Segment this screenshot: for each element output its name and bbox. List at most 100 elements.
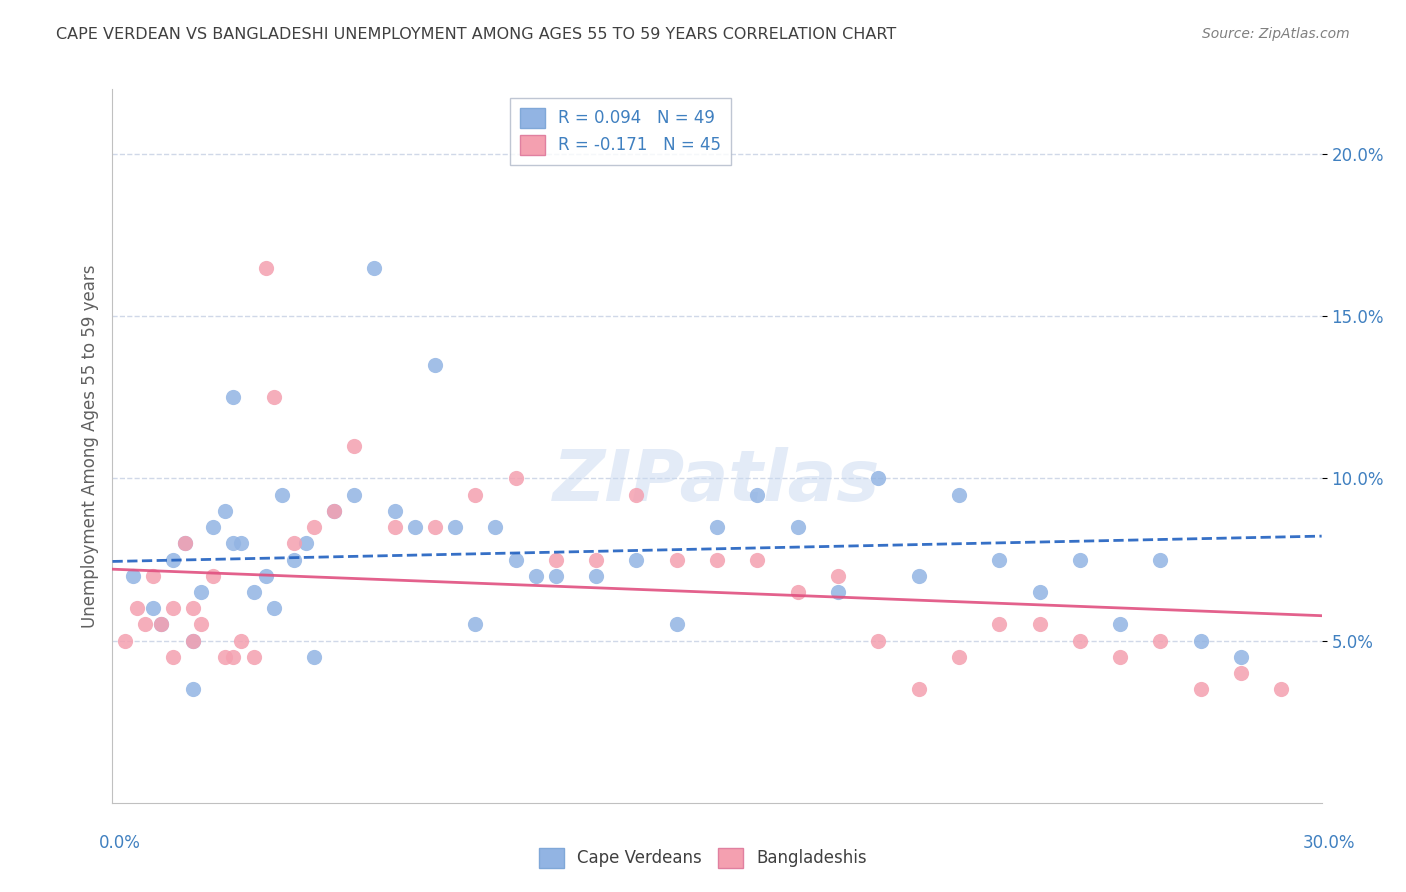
Point <box>585 568 607 582</box>
Point <box>404 520 426 534</box>
Point <box>121 568 143 582</box>
Point <box>254 568 277 582</box>
Point <box>142 601 165 615</box>
Point <box>283 552 305 566</box>
Point <box>907 682 929 697</box>
Point <box>585 552 607 566</box>
Point <box>222 649 245 664</box>
Point <box>786 585 808 599</box>
Point <box>214 649 236 664</box>
Point <box>1149 552 1171 566</box>
Point <box>283 536 305 550</box>
Point <box>222 536 245 550</box>
Point <box>747 552 769 566</box>
Point <box>988 552 1011 566</box>
Point <box>423 358 446 372</box>
Point <box>231 536 253 550</box>
Point <box>706 552 728 566</box>
Point <box>1230 649 1253 664</box>
Legend: Cape Verdeans, Bangladeshis: Cape Verdeans, Bangladeshis <box>531 841 875 875</box>
Point <box>323 504 346 518</box>
Point <box>263 390 285 404</box>
Point <box>626 552 648 566</box>
Point <box>384 520 406 534</box>
Point <box>1149 633 1171 648</box>
Point <box>1109 649 1132 664</box>
Point <box>1069 552 1091 566</box>
Point <box>484 520 506 534</box>
Point <box>323 504 346 518</box>
Point <box>544 552 567 566</box>
Point <box>162 601 184 615</box>
Point <box>162 552 184 566</box>
Point <box>134 617 156 632</box>
Point <box>190 617 212 632</box>
Point <box>786 520 808 534</box>
Point <box>665 617 688 632</box>
Point <box>505 471 527 485</box>
Point <box>1109 617 1132 632</box>
Point <box>302 649 325 664</box>
Point <box>444 520 467 534</box>
Point <box>665 552 688 566</box>
Point <box>202 568 225 582</box>
Point <box>1028 585 1050 599</box>
Point <box>706 520 728 534</box>
Point <box>242 649 264 664</box>
Point <box>524 568 547 582</box>
Point <box>202 520 225 534</box>
Point <box>384 504 406 518</box>
Point <box>270 488 292 502</box>
Point <box>1270 682 1292 697</box>
Text: 0.0%: 0.0% <box>98 834 141 852</box>
Point <box>343 439 366 453</box>
Point <box>827 585 849 599</box>
Point <box>1189 682 1212 697</box>
Point <box>181 601 204 615</box>
Point <box>254 260 277 275</box>
Point <box>231 633 253 648</box>
Legend: R = 0.094   N = 49, R = -0.171   N = 45: R = 0.094 N = 49, R = -0.171 N = 45 <box>509 97 731 165</box>
Point <box>181 682 204 697</box>
Point <box>868 471 890 485</box>
Point <box>423 520 446 534</box>
Point <box>295 536 318 550</box>
Point <box>142 568 165 582</box>
Point <box>149 617 172 632</box>
Point <box>190 585 212 599</box>
Text: ZIPatlas: ZIPatlas <box>554 447 880 516</box>
Point <box>174 536 197 550</box>
Point <box>343 488 366 502</box>
Text: 30.0%: 30.0% <box>1302 834 1355 852</box>
Point <box>162 649 184 664</box>
Point <box>948 649 970 664</box>
Point <box>907 568 929 582</box>
Point <box>505 552 527 566</box>
Point <box>948 488 970 502</box>
Point <box>214 504 236 518</box>
Text: Source: ZipAtlas.com: Source: ZipAtlas.com <box>1202 27 1350 41</box>
Point <box>181 633 204 648</box>
Point <box>1069 633 1091 648</box>
Point <box>181 633 204 648</box>
Point <box>263 601 285 615</box>
Point <box>174 536 197 550</box>
Point <box>1028 617 1050 632</box>
Point <box>988 617 1011 632</box>
Point <box>125 601 148 615</box>
Point <box>114 633 136 648</box>
Point <box>242 585 264 599</box>
Point <box>827 568 849 582</box>
Text: CAPE VERDEAN VS BANGLADESHI UNEMPLOYMENT AMONG AGES 55 TO 59 YEARS CORRELATION C: CAPE VERDEAN VS BANGLADESHI UNEMPLOYMENT… <box>56 27 897 42</box>
Point <box>149 617 172 632</box>
Point <box>222 390 245 404</box>
Point <box>626 488 648 502</box>
Point <box>747 488 769 502</box>
Point <box>464 488 486 502</box>
Point <box>1189 633 1212 648</box>
Point <box>868 633 890 648</box>
Point <box>1230 666 1253 681</box>
Point <box>363 260 385 275</box>
Point <box>302 520 325 534</box>
Point <box>464 617 486 632</box>
